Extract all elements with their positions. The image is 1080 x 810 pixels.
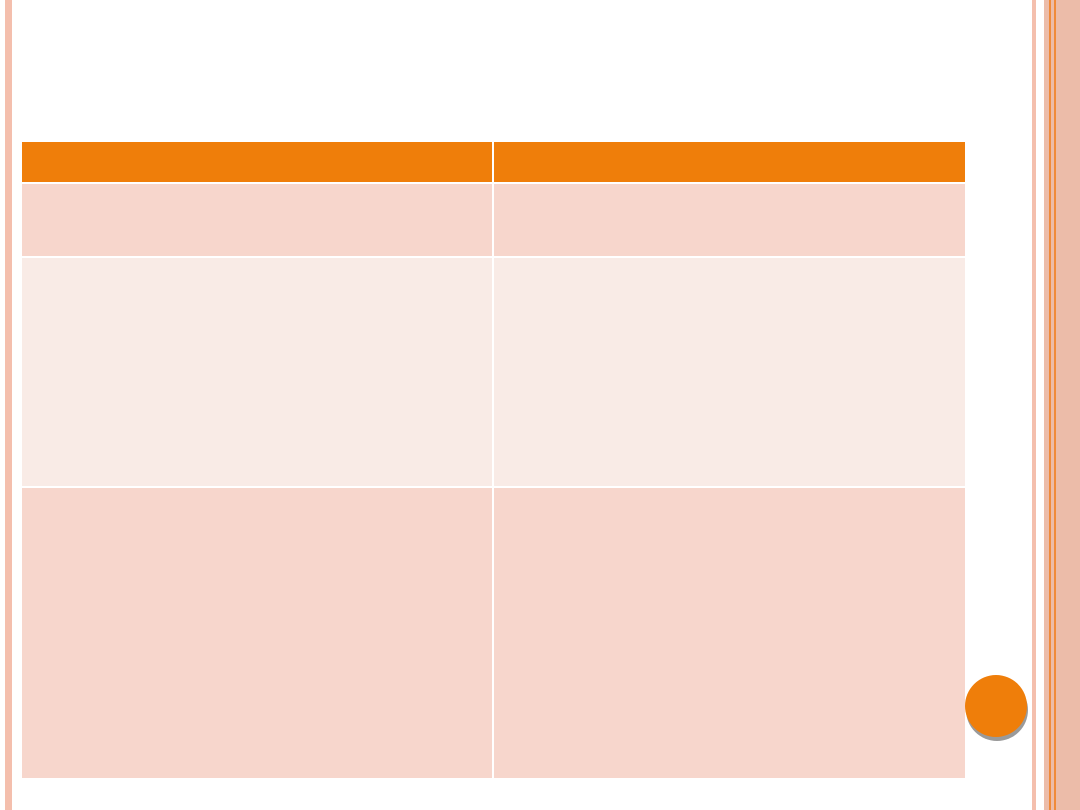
- table-cell: [494, 184, 965, 256]
- table-cell: [22, 258, 492, 486]
- table-cell: [22, 488, 492, 778]
- table: [22, 142, 965, 778]
- right-accent-line: [1054, 0, 1056, 810]
- right-accent-line: [1049, 0, 1051, 810]
- decorative-circle: [965, 675, 1027, 737]
- table-cell: [494, 488, 965, 778]
- table-cell: [494, 258, 965, 486]
- right-thin-border: [1032, 0, 1036, 810]
- table-cell: [22, 184, 492, 256]
- left-border: [5, 0, 12, 810]
- header-cell: [494, 142, 965, 182]
- header-cell: [22, 142, 492, 182]
